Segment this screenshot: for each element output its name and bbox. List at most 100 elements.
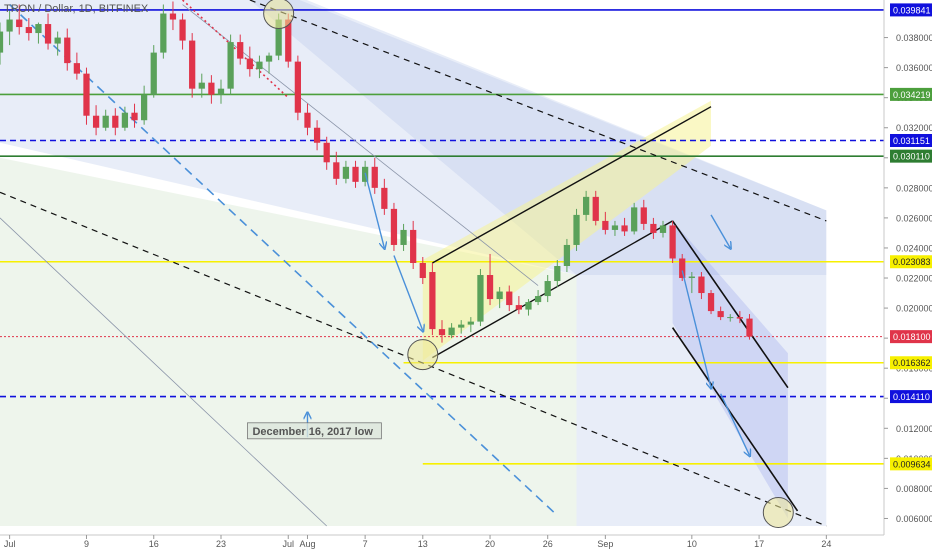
highlight-circle-1 xyxy=(407,339,439,371)
candle-body xyxy=(16,19,23,28)
x-tick-label: 7 xyxy=(363,539,368,549)
candle-2018-08-02 xyxy=(313,120,321,151)
candle-body xyxy=(237,42,244,59)
candle-body xyxy=(342,166,350,179)
candle-2018-09-05 xyxy=(640,199,647,230)
candle-body xyxy=(217,88,225,95)
arrows-and-circles xyxy=(263,0,794,528)
candle-2018-07-15 xyxy=(141,85,148,125)
candle-body xyxy=(496,291,503,300)
candle-body xyxy=(198,82,205,89)
candle-body xyxy=(429,272,436,330)
candle-body xyxy=(419,262,426,279)
candle-body xyxy=(131,112,138,121)
candle-2018-08-20 xyxy=(486,253,494,306)
candle-2018-09-07 xyxy=(659,220,667,238)
forecast-arrow-4 xyxy=(720,393,750,456)
candle-2018-08-14 xyxy=(429,262,436,336)
candle-2018-08-16 xyxy=(448,323,455,339)
candle-body xyxy=(275,19,282,56)
candle-body xyxy=(602,220,609,230)
candle-body xyxy=(727,317,734,319)
y-tick-label: 0.008000 xyxy=(896,484,932,494)
candle-body xyxy=(573,214,580,245)
candle-body xyxy=(6,19,13,32)
dotted-red-trendline-0 xyxy=(182,0,289,99)
candle-2018-08-17 xyxy=(458,320,465,334)
candle-2018-07-31 xyxy=(294,55,301,121)
candle-2018-08-21 xyxy=(496,287,503,309)
candle-body xyxy=(458,324,465,328)
candle-body xyxy=(121,112,129,128)
price-tag-bg xyxy=(890,457,932,471)
price-tag-bg xyxy=(890,87,932,101)
candle-body xyxy=(352,166,359,182)
candle-body xyxy=(285,19,292,62)
candle-body xyxy=(44,24,52,44)
candle-body xyxy=(746,318,753,337)
candle-body xyxy=(650,223,657,233)
candle-body xyxy=(179,19,186,41)
candle-body xyxy=(707,293,715,312)
candle-2018-08-04 xyxy=(333,151,340,185)
candle-body xyxy=(400,229,407,245)
x-tick-label: 26 xyxy=(543,539,553,549)
boundary-line-0 xyxy=(0,217,327,527)
candle-body xyxy=(294,61,301,113)
y-tick-label: 0.006000 xyxy=(896,514,932,524)
candle-body xyxy=(371,166,378,188)
price-tag-label: 0.009634 xyxy=(893,459,931,469)
x-tick-label: 9 xyxy=(84,539,89,549)
candle-body xyxy=(333,162,340,179)
price-tag-label: 0.023083 xyxy=(893,257,931,267)
candle-2018-07-20 xyxy=(189,33,196,98)
forecast-arrow-0 xyxy=(364,172,384,248)
candle-body xyxy=(410,229,417,263)
y-tick-label: 0.024000 xyxy=(896,243,932,253)
candle-body xyxy=(323,142,330,163)
candle-2018-09-16 xyxy=(746,314,753,340)
highlight-circle-2 xyxy=(762,496,794,528)
annotation-text: December 16, 2017 low xyxy=(252,426,373,438)
candle-2018-07-14 xyxy=(131,103,138,128)
candle-body xyxy=(717,311,724,318)
candle-body xyxy=(592,196,599,221)
price-tag-label: 0.031151 xyxy=(893,136,930,146)
candle-body xyxy=(304,112,311,128)
candle-2018-08-28 xyxy=(563,238,571,273)
price-tag-bg xyxy=(890,255,932,269)
candle-body xyxy=(688,276,695,279)
candle-2018-08-25 xyxy=(534,290,542,306)
y-tick-label: 0.012000 xyxy=(896,424,932,434)
y-tick-label: 0.026000 xyxy=(896,213,932,223)
candle-2018-08-03 xyxy=(323,136,330,170)
price-tag-label: 0.034219 xyxy=(893,90,931,100)
x-tick-label: 20 xyxy=(485,539,495,549)
x-tick-label: 13 xyxy=(418,539,428,549)
price-tag-bg xyxy=(890,133,932,147)
candle-body xyxy=(698,276,705,294)
candle-body xyxy=(390,208,398,245)
candle-body xyxy=(246,58,253,70)
candle-2018-07-09 xyxy=(83,67,90,125)
candle-2018-09-06 xyxy=(650,217,657,239)
wedge-line-1 xyxy=(671,327,799,512)
candle-body xyxy=(189,40,196,89)
candle-body xyxy=(563,244,571,266)
forecast-arrow-1 xyxy=(393,255,423,330)
candle-body xyxy=(621,225,628,232)
candle-body xyxy=(64,37,71,64)
candle-2018-08-13 xyxy=(419,256,426,285)
candle-2018-07-18 xyxy=(169,1,177,31)
candle-body xyxy=(583,196,590,215)
candle-body xyxy=(525,302,532,310)
x-tick-label: 17 xyxy=(754,539,764,549)
candle-2018-08-18 xyxy=(467,317,474,333)
candle-body xyxy=(736,317,743,319)
candle-body xyxy=(506,291,513,306)
dashed-trendline-0 xyxy=(249,0,827,222)
candle-2018-06-30 xyxy=(0,22,4,65)
candle-2018-07-07 xyxy=(64,28,71,71)
annotation-box xyxy=(247,422,382,440)
